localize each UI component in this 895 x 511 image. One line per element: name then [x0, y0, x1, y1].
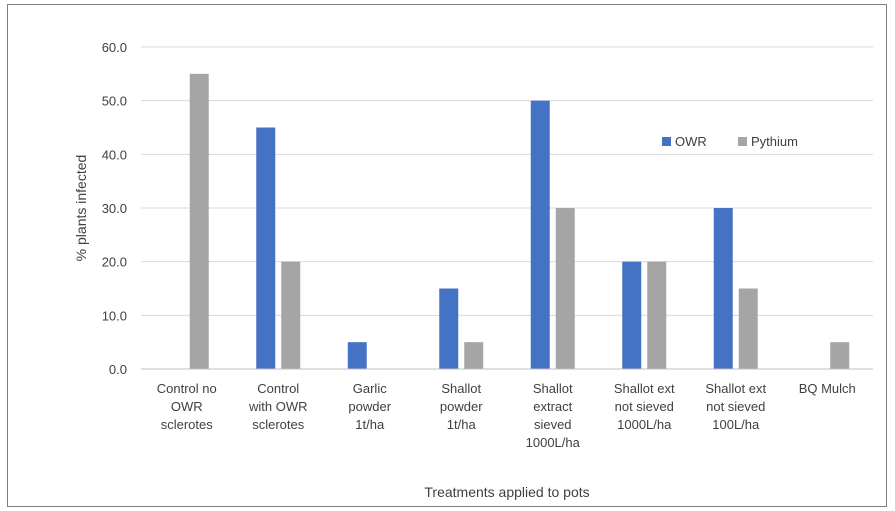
bar-owr-5	[622, 261, 642, 369]
bar-pythium-5	[647, 261, 667, 369]
y-axis-title: % plants infected	[73, 155, 89, 262]
x-tick-label: Shallot extract sieved 1000L/ha	[526, 381, 581, 450]
bar-pythium-1	[281, 261, 301, 369]
y-axis-ticks: 0.0 10.0 20.0 30.0 40.0 50.0 60.0	[102, 40, 127, 377]
x-tick-label: Shallot ext not sieved 1000L/ha	[614, 381, 675, 432]
bar-owr-6	[713, 208, 733, 369]
x-tick-label: BQ Mulch	[799, 381, 856, 396]
legend-swatch-pythium	[738, 137, 747, 146]
bar-pythium-7	[830, 342, 850, 369]
bars	[189, 73, 850, 370]
legend-label-pythium: Pythium	[751, 134, 798, 149]
x-tick-label: Garlic powder 1t/ha	[348, 381, 391, 432]
x-tick-label: Control no OWR sclerotes	[157, 381, 217, 432]
legend: OWR Pythium	[662, 134, 798, 149]
bar-owr-3	[439, 288, 459, 369]
y-tick-label: 60.0	[102, 40, 127, 55]
chart-frame	[7, 4, 887, 507]
gridlines	[141, 46, 873, 316]
y-tick-label: 10.0	[102, 308, 127, 323]
bar-owr-1	[256, 127, 276, 369]
y-tick-label: 40.0	[102, 147, 127, 162]
bar-pythium-0	[189, 73, 209, 369]
x-axis-ticks: Control no OWR sclerotes Control with OWR scl…	[157, 381, 856, 450]
y-tick-label: 50.0	[102, 94, 127, 109]
bar-pythium-3	[464, 342, 484, 369]
x-tick-label: Shallot ext not sieved 100L/ha	[705, 381, 766, 432]
x-axis-title: Treatments applied to pots	[424, 484, 589, 500]
bar-pythium-4	[555, 208, 575, 369]
x-tick-label: Control with OWR sclerotes	[248, 381, 308, 432]
y-tick-label: 30.0	[102, 201, 127, 216]
legend-swatch-owr	[662, 137, 671, 146]
y-tick-label: 20.0	[102, 255, 127, 270]
y-tick-label: 0.0	[109, 362, 127, 377]
bar-owr-4	[530, 100, 550, 370]
legend-label-owr: OWR	[675, 134, 707, 149]
x-tick-label: Shallot powder 1t/ha	[440, 381, 483, 432]
bar-pythium-6	[738, 288, 758, 369]
bar-owr-2	[347, 342, 367, 369]
